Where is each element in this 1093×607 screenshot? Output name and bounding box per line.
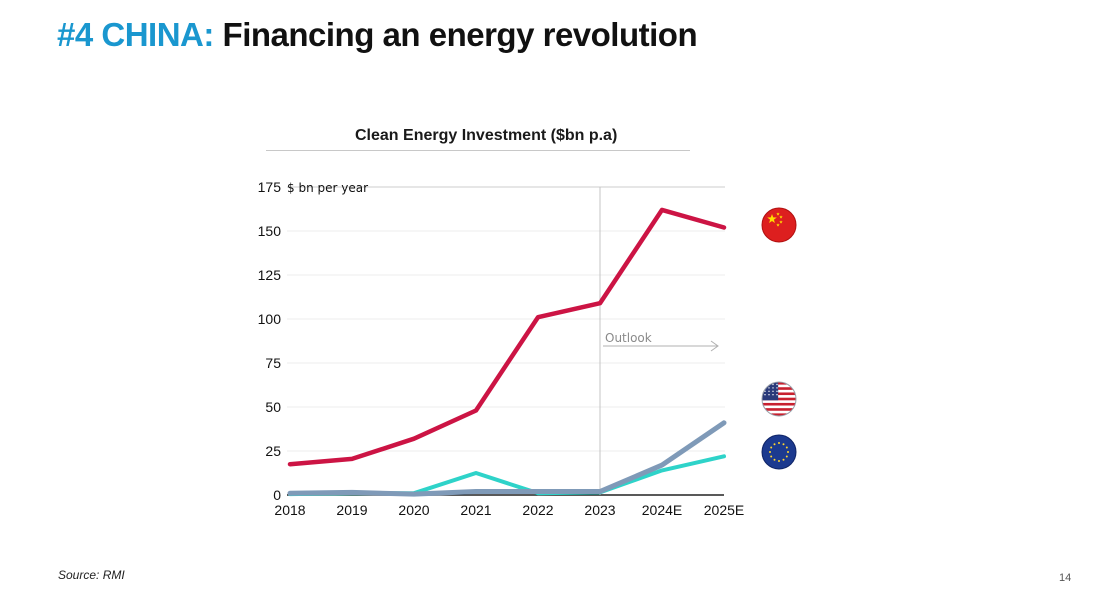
eu-flag-star <box>782 458 785 461</box>
eu-flag-rim <box>761 434 797 470</box>
x-tick-label: 2023 <box>584 502 615 518</box>
eu-flag-star <box>785 455 788 458</box>
usa-flag-stripe <box>762 402 796 406</box>
outlook-label: Outlook <box>605 331 652 345</box>
usa-flag-star <box>772 390 774 392</box>
usa-flag-star <box>772 394 774 396</box>
usa-flag-star <box>776 394 778 396</box>
chart-title-divider <box>266 150 690 151</box>
outlook-arrow-head <box>710 340 719 352</box>
series-line-eu <box>287 420 727 497</box>
x-tick-label: 2025E <box>704 502 744 518</box>
y-tick-label: 100 <box>258 311 282 327</box>
outlook-annotation: Outlook <box>599 187 719 495</box>
usa-flag-star <box>776 390 778 392</box>
china-flag-small-star <box>779 215 783 219</box>
y-tick-label: 150 <box>258 223 282 239</box>
y-tick-label: 50 <box>265 399 281 415</box>
usa-flag-stripe <box>762 405 796 409</box>
x-tick-label: 2019 <box>336 502 367 518</box>
china-flag-small-star <box>776 223 780 227</box>
china-flag-small-star <box>779 220 783 224</box>
china-flag-icon <box>761 207 797 243</box>
series-line-china <box>287 207 727 467</box>
usa-flag-stripe <box>762 387 796 391</box>
eu-flag-icon <box>761 434 797 470</box>
y-tick-label: 75 <box>265 355 281 371</box>
x-tick-label: 2024E <box>642 502 682 518</box>
usa-flag-star <box>772 387 774 389</box>
title-main: Financing an energy revolution <box>222 16 698 53</box>
china-flag-rim <box>761 207 797 243</box>
y-axis-unit-label: $ bn per year <box>287 181 368 195</box>
legend-flags <box>761 207 797 470</box>
china-flag-small-star <box>776 212 780 216</box>
x-axis: 2018 2019 2020 2021 2022 2023 2024E 2025E <box>274 502 744 518</box>
usa-flag-stripe <box>762 413 796 416</box>
gridlines <box>287 186 725 452</box>
eu-flag-star <box>769 451 771 453</box>
eu-flag-star <box>785 446 788 449</box>
eu-flag-star <box>770 455 773 458</box>
usa-flag-star <box>768 394 770 396</box>
title-accent: #4 CHINA: <box>57 16 214 53</box>
x-tick-label: 2021 <box>460 502 491 518</box>
usa-flag-star <box>776 383 778 386</box>
y-axis: 0 25 50 75 100 125 150 175 $ bn per year <box>258 179 368 503</box>
series-line-usa <box>288 454 726 497</box>
usa-flag-stripe <box>762 395 796 398</box>
source-note: Source: RMI <box>58 568 125 582</box>
y-tick-label: 0 <box>273 487 281 503</box>
x-tick-label: 2018 <box>274 502 305 518</box>
usa-flag-star <box>768 387 770 389</box>
y-tick-label: 25 <box>265 443 281 459</box>
usa-flag-stripe <box>762 410 796 414</box>
eu-flag-star <box>773 458 776 461</box>
eu-flag-star <box>773 443 776 446</box>
y-tick-label: 125 <box>258 267 282 283</box>
usa-flag-stripe <box>762 389 796 393</box>
usa-flag-star <box>768 390 770 392</box>
usa-flag-stripe <box>762 382 796 385</box>
y-tick-label: 175 <box>258 179 282 195</box>
usa-flag-star <box>764 394 766 396</box>
usa-flag-rim <box>761 381 797 417</box>
page-number: 14 <box>1059 572 1072 584</box>
chart-title: Clean Energy Investment ($bn p.a) <box>355 127 618 144</box>
china-flag-star <box>767 214 777 223</box>
usa-flag-star <box>764 390 766 392</box>
eu-flag-star <box>778 460 780 462</box>
usa-flag-stripe <box>762 400 796 404</box>
eu-flag-field <box>762 435 796 469</box>
eu-flag-star <box>782 443 785 446</box>
usa-flag-stripe <box>762 384 796 388</box>
usa-flag-stripe <box>762 397 796 401</box>
usa-flag-star <box>772 383 774 386</box>
usa-flag-star <box>776 387 778 389</box>
usa-flag-stripe <box>762 408 796 412</box>
usa-flag-stripe <box>762 392 796 396</box>
usa-flag-star <box>764 383 766 386</box>
eu-flag-star <box>778 442 780 444</box>
x-tick-label: 2020 <box>398 502 429 518</box>
eu-flag-star <box>787 451 789 453</box>
china-flag-field <box>762 208 796 242</box>
page-title: #4 CHINA: Financing an energy revolution <box>57 16 698 54</box>
x-tick-label: 2022 <box>522 502 553 518</box>
eu-flag-star <box>770 446 773 449</box>
series-lines <box>287 207 727 497</box>
